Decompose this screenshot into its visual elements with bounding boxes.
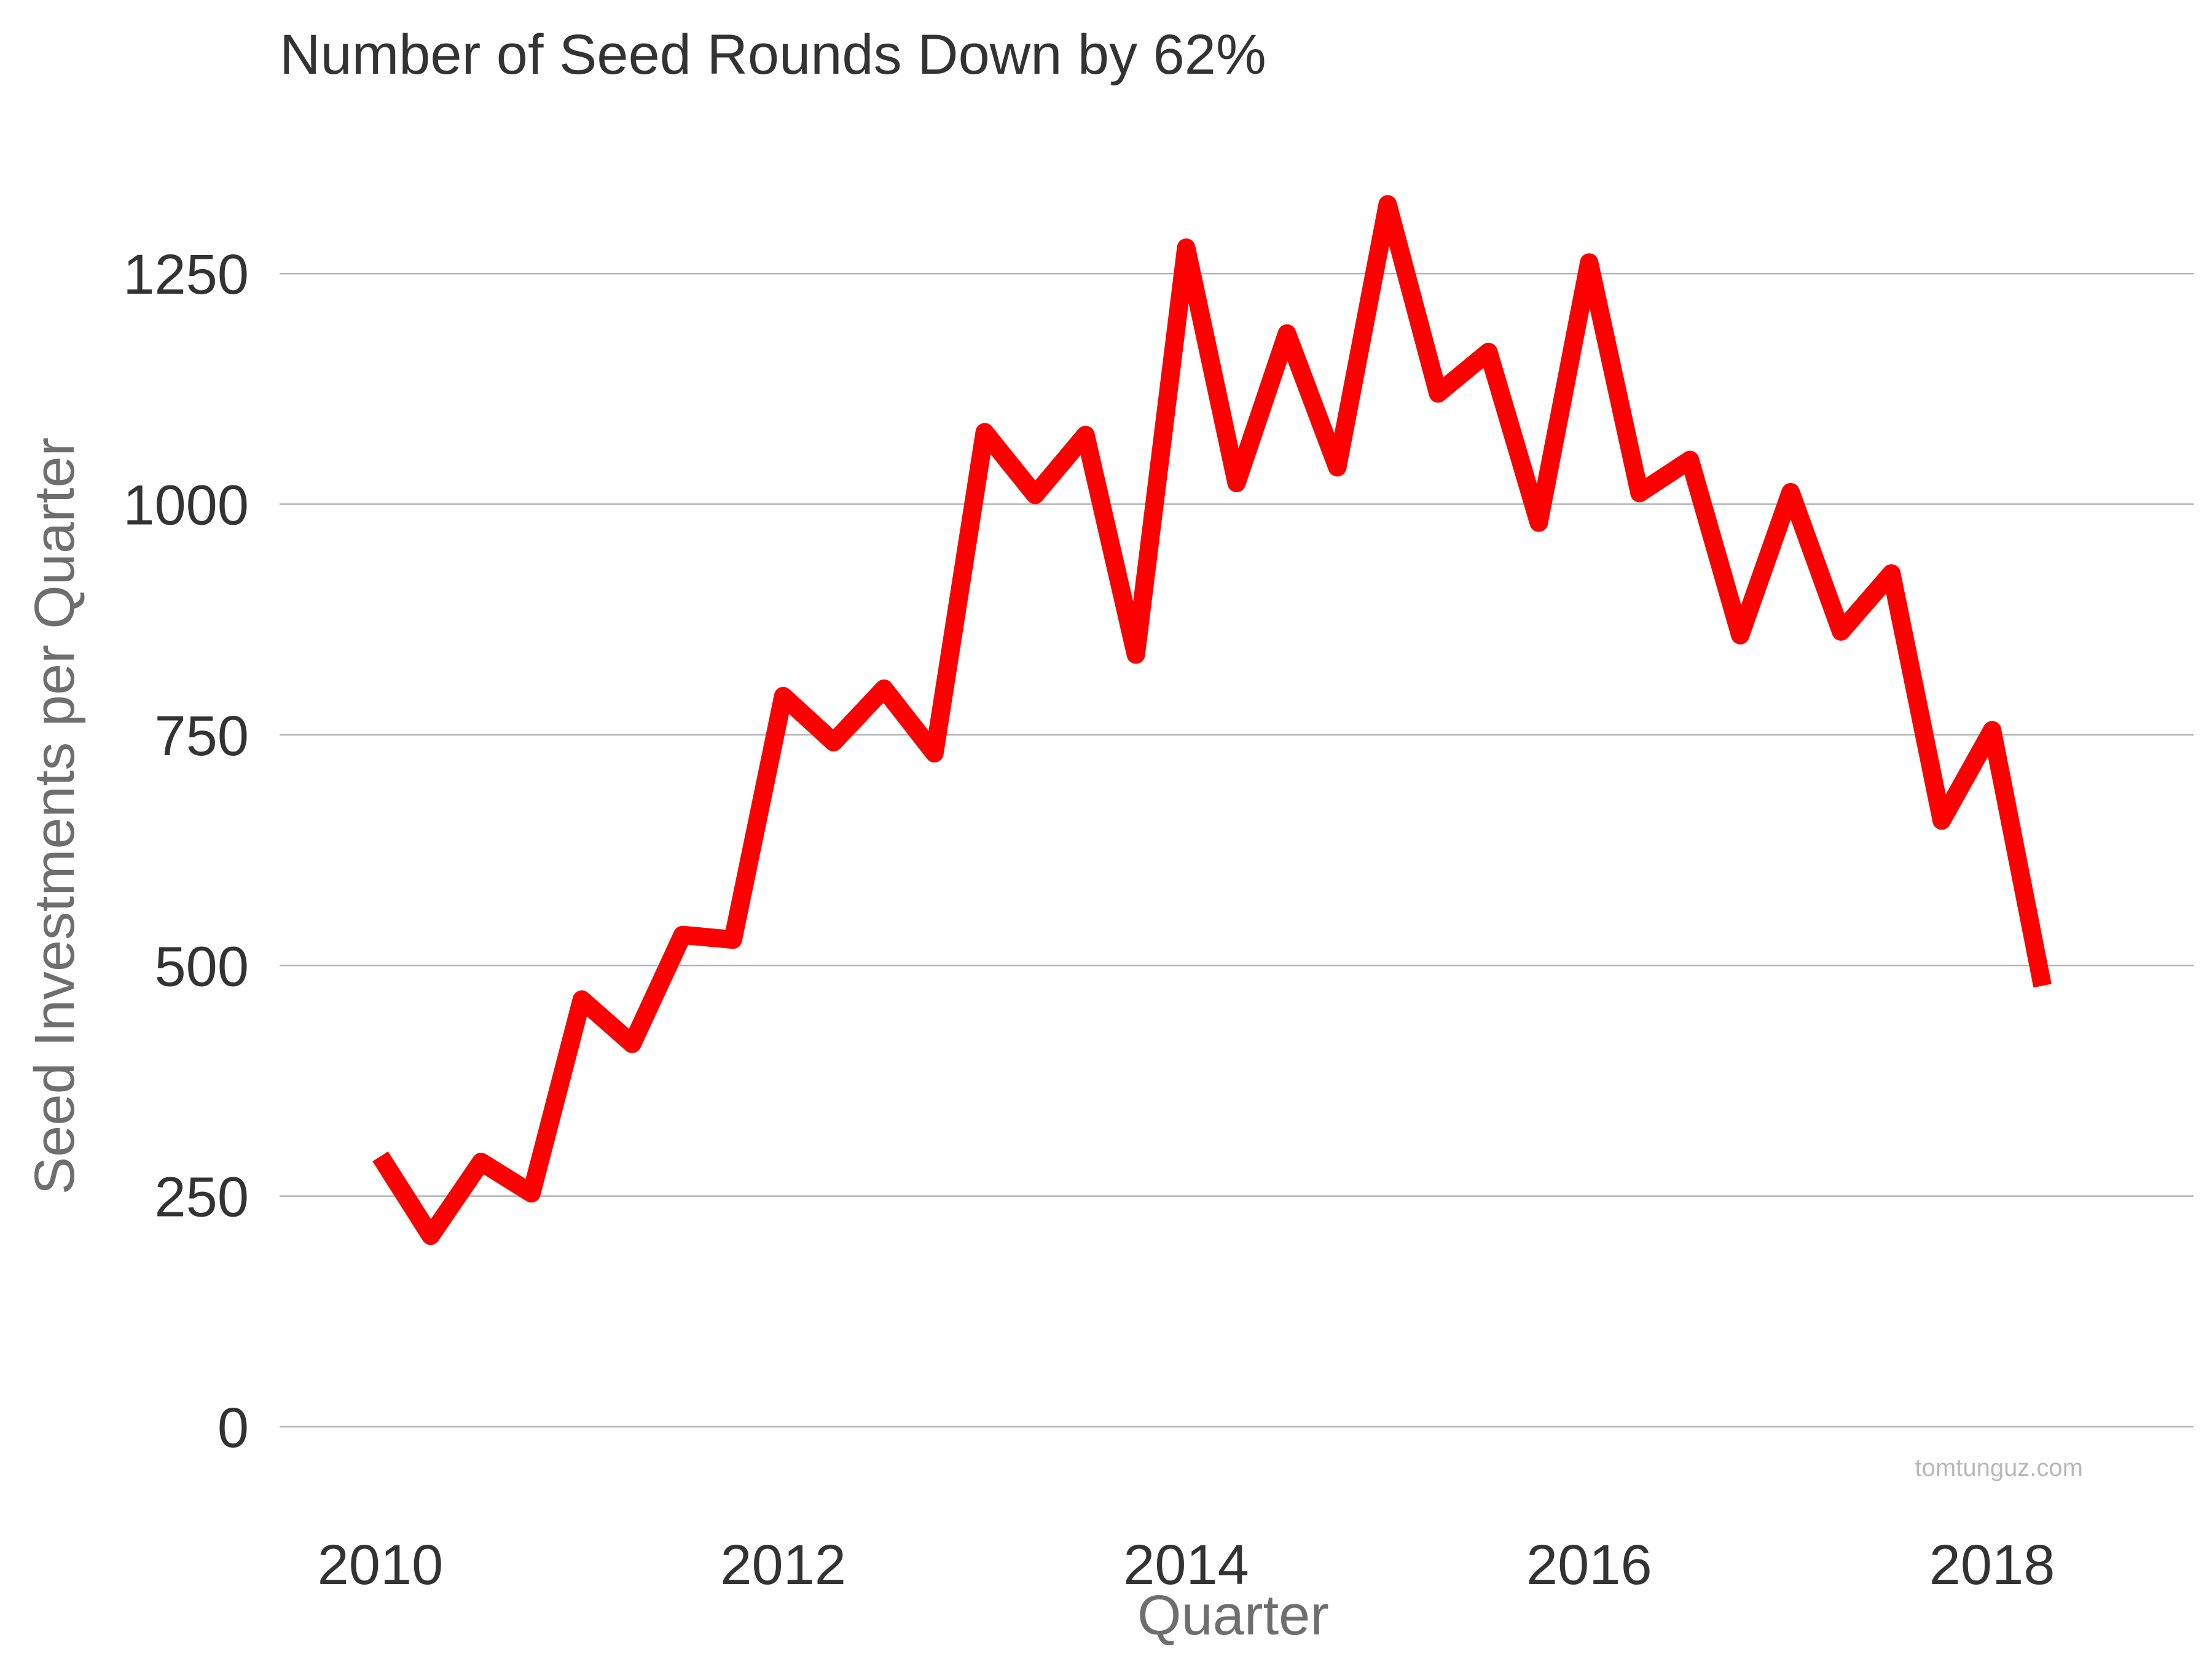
- x-tick-label: 2016: [1526, 1534, 1652, 1596]
- data-point: [1077, 426, 1095, 444]
- data-point: [1882, 564, 1900, 582]
- watermark: tomtunguz.com: [1915, 1454, 2083, 1481]
- chart-title: Number of Seed Rounds Down by 62%: [280, 23, 1266, 86]
- data-point: [1177, 238, 1196, 257]
- x-axis-title: Quarter: [1137, 1584, 1329, 1647]
- y-tick-label: 0: [218, 1397, 249, 1459]
- y-tick-label: 500: [155, 935, 249, 998]
- data-point: [472, 1153, 490, 1171]
- data-point: [1277, 324, 1296, 343]
- data-point: [1479, 343, 1497, 361]
- x-tick-label: 2014: [1123, 1534, 1249, 1596]
- data-point: [774, 687, 793, 705]
- data-point: [1832, 622, 1850, 641]
- data-point: [976, 423, 994, 441]
- data-point: [371, 1147, 390, 1166]
- data-point: [1932, 812, 1951, 830]
- data-point: [1983, 721, 2001, 739]
- y-gridlines: [280, 272, 2194, 1428]
- x-tick-label: 2012: [720, 1534, 846, 1596]
- data-point: [1228, 474, 1246, 492]
- y-tick-label: 250: [155, 1166, 249, 1229]
- x-tick-label: 2018: [1929, 1534, 2055, 1596]
- data-point: [825, 733, 843, 751]
- data-point: [1731, 626, 1749, 645]
- data-point: [573, 990, 591, 1009]
- y-axis-title: Seed Investments per Quarter: [23, 437, 86, 1194]
- y-tick-label: 1000: [123, 474, 249, 537]
- data-point: [925, 744, 944, 763]
- data-point: [1580, 253, 1598, 272]
- data-point: [1328, 458, 1346, 476]
- data-point: [1630, 484, 1649, 503]
- data-point: [1127, 645, 1145, 664]
- y-tick-label: 1250: [123, 243, 249, 306]
- data-point: [724, 930, 742, 949]
- data-point: [1378, 195, 1397, 214]
- data-point: [1681, 450, 1699, 469]
- x-tick-label: 2010: [318, 1534, 444, 1596]
- data-point: [1529, 514, 1548, 532]
- y-tick-label: 750: [155, 705, 249, 767]
- series-layer: [371, 195, 2052, 1245]
- data-point: [673, 926, 692, 944]
- x-tick-labels: 2010 2012 2014 2016 2018: [318, 1534, 2055, 1596]
- data-point: [522, 1184, 541, 1202]
- data-point: [1026, 486, 1045, 504]
- y-tick-labels: 0 250 500 750 1000 1250: [123, 243, 249, 1459]
- data-point: [623, 1035, 641, 1053]
- data-point: [422, 1226, 440, 1245]
- data-point: [875, 680, 893, 698]
- data-point: [1429, 384, 1447, 402]
- data-point: [1781, 483, 1800, 501]
- data-point: [2033, 976, 2052, 995]
- series-line: [372, 195, 2052, 1245]
